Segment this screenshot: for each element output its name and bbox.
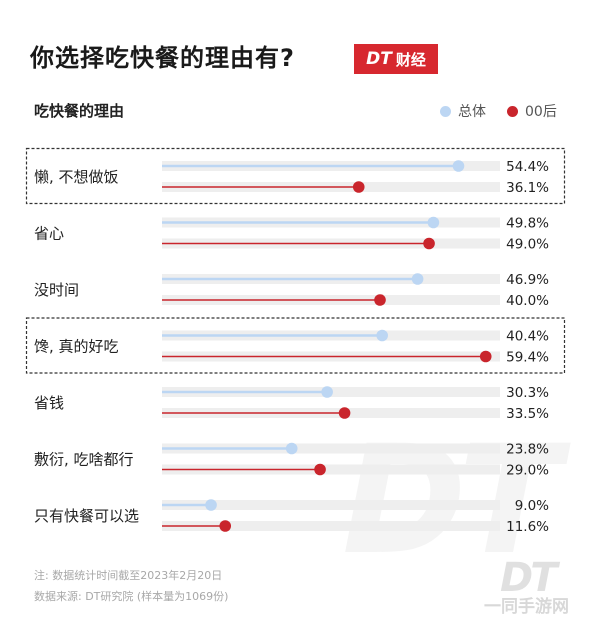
category-label: 没时间	[34, 281, 79, 299]
legend-post00-marker	[507, 105, 518, 117]
point-overall	[427, 216, 440, 229]
value-label: 54.4%	[506, 159, 549, 175]
point-post00	[479, 350, 492, 363]
value-label: 23.8%	[506, 442, 549, 458]
point-post00	[314, 463, 326, 476]
chart-title: 你选择吃快餐的理由有?	[30, 44, 295, 72]
point-overall	[376, 329, 388, 342]
value-label: 11.6%	[506, 519, 549, 535]
point-post00	[338, 407, 351, 419]
point-post00	[374, 294, 386, 306]
legend-overall: 总体	[440, 101, 486, 121]
category-label: 省心	[34, 225, 64, 243]
value-label: 46.9%	[506, 272, 549, 288]
value-label: 59.4%	[506, 350, 549, 366]
highlight-box	[25, 147, 566, 205]
legend-post00-label: 00后	[525, 104, 557, 120]
value-label: 49.0%	[506, 237, 549, 253]
point-overall	[205, 499, 217, 511]
point-post00	[219, 520, 232, 532]
watermark-dt-corner: DT	[500, 555, 557, 601]
category-label: 省钱	[34, 394, 64, 412]
chart-subtitle: 吃快餐的理由	[34, 102, 125, 120]
category-label: 懒, 不想做饭	[34, 168, 119, 186]
legend-overall-label: 总体	[458, 104, 486, 120]
value-label: 49.8%	[506, 216, 549, 232]
legend-post00: 00后	[507, 101, 557, 121]
category-label: 只有快餐可以选	[34, 507, 139, 525]
point-overall	[411, 273, 424, 285]
category-label: 馋, 真的好吃	[34, 338, 119, 356]
value-label: 29.0%	[506, 463, 549, 479]
category-label: 敷衍, 吃啥都行	[34, 451, 134, 469]
value-label: 40.0%	[506, 293, 549, 309]
point-overall	[452, 160, 465, 172]
point-post00	[352, 181, 365, 193]
footer-source: 数据来源: DT研究院 (样本量为1069份)	[34, 590, 229, 603]
watermark-site: 一同手游网	[484, 597, 569, 617]
highlight-box	[25, 317, 566, 374]
value-label: 33.5%	[506, 406, 549, 422]
value-label: 40.4%	[506, 329, 549, 345]
value-label: 9.0%	[515, 498, 549, 514]
value-label: 30.3%	[506, 385, 549, 401]
value-label: 36.1%	[506, 180, 549, 196]
brand-badge: DT 财经	[354, 44, 438, 74]
point-overall	[285, 442, 298, 455]
footer-note: 注: 数据统计时间截至2023年2月20日	[34, 569, 223, 582]
legend-overall-marker	[440, 105, 451, 117]
point-post00	[423, 237, 435, 250]
point-overall	[321, 386, 333, 398]
dt-logo: DT	[366, 49, 392, 69]
brand-badge-text: 财经	[395, 50, 426, 69]
